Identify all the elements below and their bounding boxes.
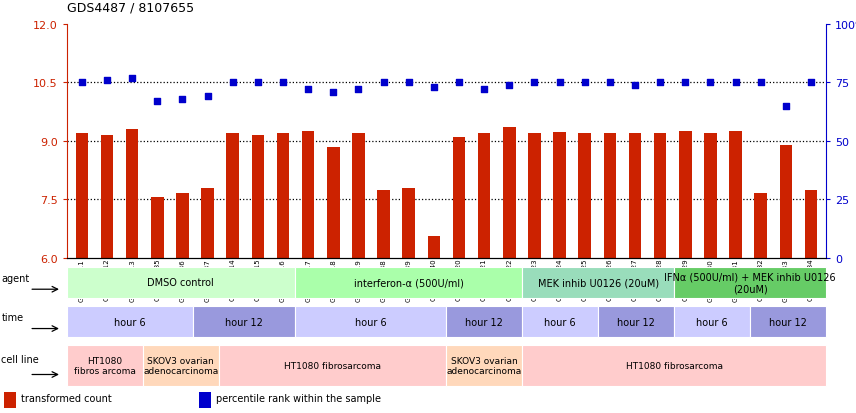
Point — [352, 87, 366, 93]
Text: HT1080 fibrosarcoma: HT1080 fibrosarcoma — [626, 361, 722, 370]
Bar — [302, 132, 314, 258]
Bar — [754, 194, 767, 258]
Text: hour 6: hour 6 — [696, 317, 728, 327]
Bar — [75, 134, 88, 258]
Bar — [352, 134, 365, 258]
Point — [754, 80, 768, 86]
Point — [151, 98, 164, 105]
Bar — [503, 128, 515, 258]
Bar — [327, 147, 340, 258]
Point — [401, 80, 415, 86]
Text: hour 6: hour 6 — [354, 317, 386, 327]
Bar — [427, 237, 440, 258]
Bar — [805, 190, 817, 258]
Point — [226, 80, 240, 86]
Point — [679, 80, 693, 86]
Bar — [402, 188, 415, 258]
Bar — [579, 134, 591, 258]
Point — [125, 75, 139, 82]
Bar — [729, 132, 742, 258]
Point — [427, 85, 441, 91]
Point — [804, 80, 817, 86]
Point — [527, 80, 541, 86]
Text: transformed count: transformed count — [21, 394, 111, 404]
Bar — [377, 190, 389, 258]
Bar — [478, 134, 490, 258]
Point — [553, 80, 567, 86]
Bar — [252, 135, 265, 258]
Bar — [101, 135, 113, 258]
Text: hour 6: hour 6 — [114, 317, 146, 327]
Bar — [603, 134, 616, 258]
Point — [326, 89, 340, 96]
Point — [100, 78, 114, 84]
Point — [603, 80, 616, 86]
Point — [301, 87, 315, 93]
Bar — [553, 133, 566, 258]
Bar — [176, 194, 188, 258]
Text: percentile rank within the sample: percentile rank within the sample — [216, 394, 381, 404]
Bar — [780, 145, 792, 258]
Point — [502, 82, 516, 89]
Bar — [201, 188, 214, 258]
Text: hour 12: hour 12 — [466, 317, 503, 327]
Point — [704, 80, 717, 86]
Text: MEK inhib U0126 (20uM): MEK inhib U0126 (20uM) — [538, 278, 659, 288]
Text: DMSO control: DMSO control — [147, 278, 214, 288]
Bar — [528, 134, 541, 258]
Text: interferon-α (500U/ml): interferon-α (500U/ml) — [354, 278, 463, 288]
Bar — [628, 134, 641, 258]
Point — [377, 80, 390, 86]
Bar — [679, 132, 692, 258]
Point — [628, 82, 642, 89]
Bar — [126, 130, 139, 258]
Bar — [654, 134, 666, 258]
Text: hour 12: hour 12 — [770, 317, 807, 327]
Point — [728, 80, 742, 86]
Bar — [227, 134, 239, 258]
Point — [452, 80, 466, 86]
Bar — [704, 134, 716, 258]
Text: hour 6: hour 6 — [544, 317, 576, 327]
Text: time: time — [2, 312, 23, 322]
Bar — [453, 138, 466, 258]
Point — [200, 94, 214, 100]
Point — [75, 80, 89, 86]
Bar — [199, 392, 211, 408]
Point — [653, 80, 667, 86]
Bar — [4, 392, 15, 408]
Text: SKOV3 ovarian
adenocarcinoma: SKOV3 ovarian adenocarcinoma — [447, 356, 522, 375]
Bar — [276, 134, 289, 258]
Point — [251, 80, 265, 86]
Text: GDS4487 / 8107655: GDS4487 / 8107655 — [67, 2, 194, 14]
Point — [175, 96, 189, 103]
Point — [478, 87, 491, 93]
Text: IFNα (500U/ml) + MEK inhib U0126
(20uM): IFNα (500U/ml) + MEK inhib U0126 (20uM) — [664, 272, 836, 294]
Point — [779, 103, 793, 110]
Text: hour 12: hour 12 — [225, 317, 263, 327]
Text: SKOV3 ovarian
adenocarcinoma: SKOV3 ovarian adenocarcinoma — [143, 356, 218, 375]
Bar — [151, 198, 163, 258]
Text: HT1080 fibrosarcoma: HT1080 fibrosarcoma — [284, 361, 381, 370]
Point — [578, 80, 591, 86]
Text: hour 12: hour 12 — [617, 317, 655, 327]
Point — [276, 80, 290, 86]
Text: HT1080
fibros arcoma: HT1080 fibros arcoma — [74, 356, 135, 375]
Text: agent: agent — [2, 273, 30, 283]
Text: cell line: cell line — [2, 354, 39, 364]
